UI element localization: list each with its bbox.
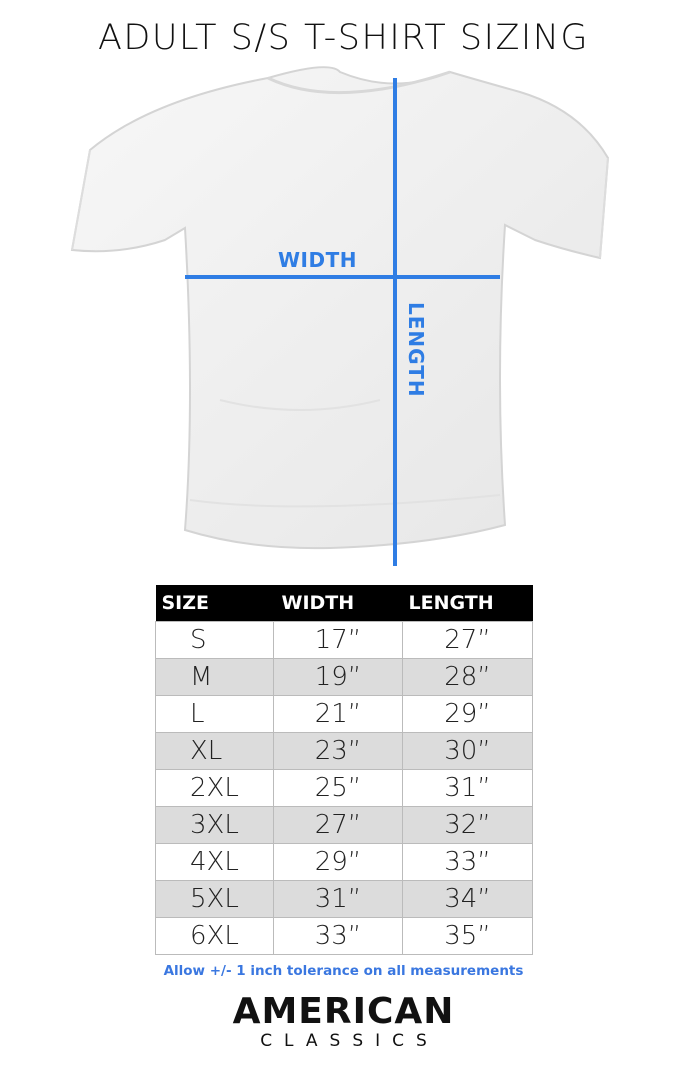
tshirt-diagram: [70, 66, 610, 566]
table-row: 2XL 25” 31”: [155, 769, 533, 807]
cell-size: 6XL: [155, 917, 274, 955]
cell-length: 34”: [402, 880, 533, 918]
cell-width: 29”: [273, 843, 403, 881]
header-size: SIZE: [155, 585, 274, 622]
table-row: M 19” 28”: [155, 658, 533, 696]
table-row: 6XL 33” 35”: [155, 917, 533, 955]
cell-width: 23”: [273, 732, 403, 770]
cell-length: 30”: [402, 732, 533, 770]
american-classics-logo: AMERICAN CLASSICS: [0, 991, 687, 1052]
cell-size: M: [155, 658, 274, 696]
tshirt-shape: [70, 66, 610, 550]
cell-size: S: [155, 621, 274, 659]
cell-length: 28”: [402, 658, 533, 696]
size-chart-table: SIZE WIDTH LENGTH S 17” 27” M 19” 28” L 21” 29” X…: [155, 585, 533, 955]
tolerance-note: Allow +/- 1 inch tolerance on all measur…: [163, 963, 524, 979]
width-label: WIDTH: [278, 248, 357, 272]
cell-length: 31”: [402, 769, 533, 807]
table-row: 5XL 31” 34”: [155, 880, 533, 918]
cell-length: 29”: [402, 695, 533, 733]
cell-width: 25”: [273, 769, 403, 807]
cell-size: L: [155, 695, 274, 733]
cell-width: 21”: [273, 695, 403, 733]
cell-width: 31”: [273, 880, 403, 918]
cell-size: XL: [155, 732, 274, 770]
cell-length: 27”: [402, 621, 533, 659]
logo-line1: AMERICAN: [232, 991, 455, 1032]
cell-length: 32”: [402, 806, 533, 844]
cell-size: 2XL: [155, 769, 274, 807]
table-row: 4XL 29” 33”: [155, 843, 533, 881]
cell-width: 27”: [273, 806, 403, 844]
table-row: L 21” 29”: [155, 695, 533, 733]
logo-line2: CLASSICS: [260, 1031, 439, 1051]
cell-size: 3XL: [155, 806, 274, 844]
cell-width: 19”: [273, 658, 403, 696]
table-row: XL 23” 30”: [155, 732, 533, 770]
cell-length: 33”: [402, 843, 533, 881]
cell-size: 5XL: [155, 880, 274, 918]
header-width: WIDTH: [273, 585, 403, 622]
table-header-row: SIZE WIDTH LENGTH: [155, 585, 533, 622]
cell-width: 17”: [273, 621, 403, 659]
cell-width: 33”: [273, 917, 403, 955]
page-title: ADULT S/S T-SHIRT SIZING: [97, 18, 590, 58]
table-row: 3XL 27” 32”: [155, 806, 533, 844]
cell-size: 4XL: [155, 843, 274, 881]
cell-length: 35”: [402, 917, 533, 955]
length-label: LENGTH: [404, 302, 428, 398]
table-row: S 17” 27”: [155, 621, 533, 659]
header-length: LENGTH: [402, 585, 533, 622]
